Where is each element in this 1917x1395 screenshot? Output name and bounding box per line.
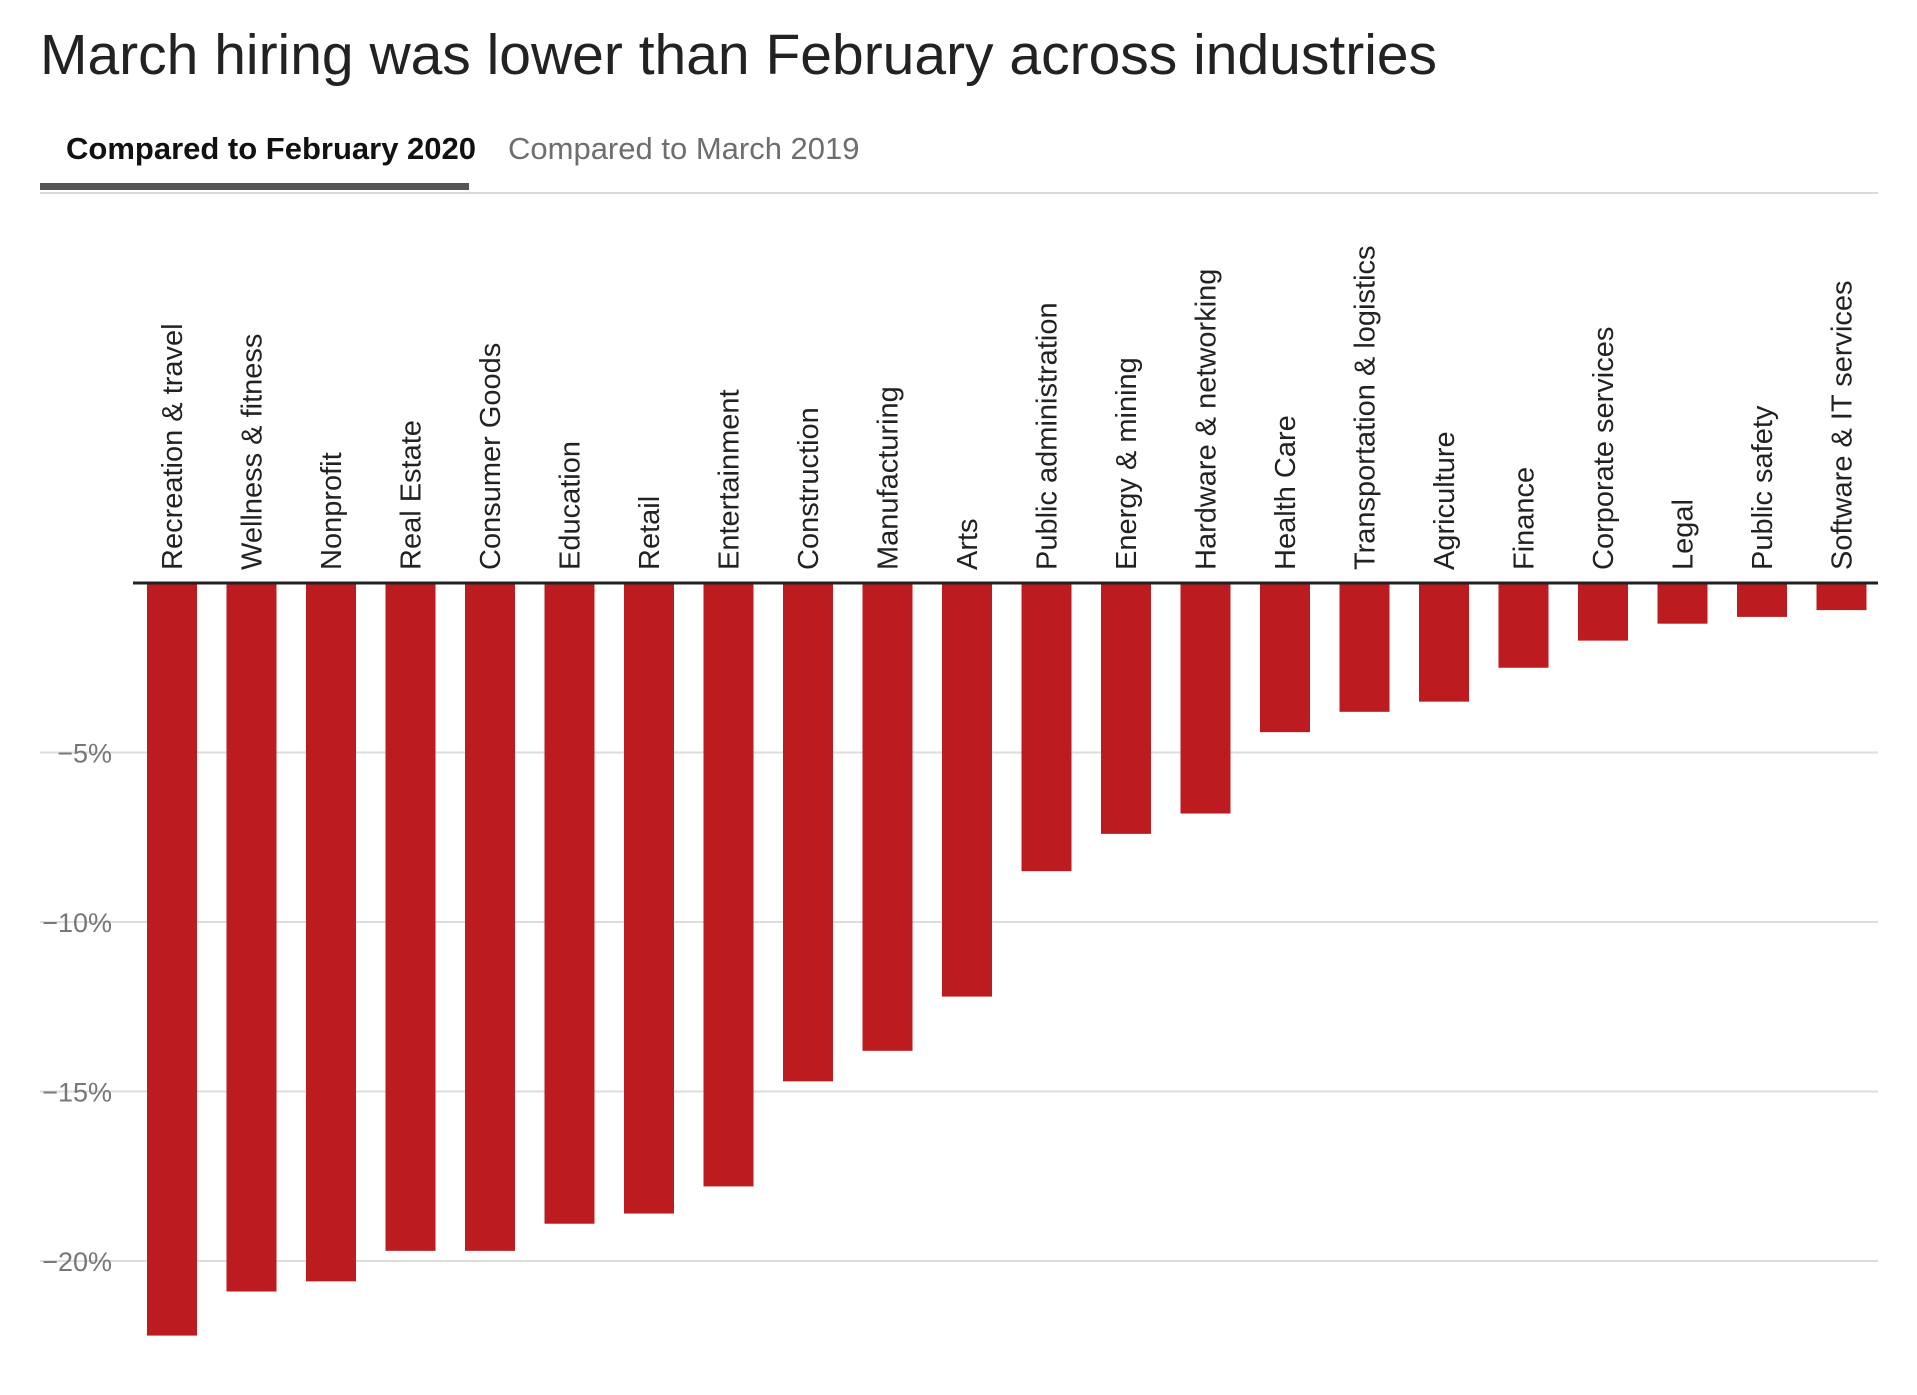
bar (226, 583, 277, 1292)
category-label: Corporate services (1588, 327, 1620, 570)
page-title: March hiring was lower than February acr… (40, 23, 1438, 87)
category-label: Finance (1509, 467, 1541, 570)
bar (862, 583, 913, 1051)
y-axis-ticks: −5% −10% −15% −20% (42, 739, 112, 1278)
bar (1021, 583, 1072, 872)
category-label: Public safety (1747, 405, 1779, 570)
category-label: Nonprofit (316, 452, 348, 570)
category-label: Wellness & fitness (237, 334, 269, 570)
tab-compared-to-march-2019[interactable]: Compared to March 2019 (508, 131, 860, 166)
category-label: Construction (793, 407, 825, 570)
category-label: Recreation & travel (157, 323, 189, 570)
bar (385, 583, 436, 1251)
bar (544, 583, 595, 1224)
category-label: Transportation & logistics (1350, 245, 1382, 570)
bar (1657, 583, 1708, 624)
category-label: Public administration (1032, 302, 1064, 570)
category-label: Consumer Goods (475, 343, 507, 570)
bar (1578, 583, 1628, 641)
category-label: Education (555, 441, 587, 570)
bar (1419, 583, 1469, 702)
y-tick-label: −10% (42, 908, 112, 938)
bar (1816, 583, 1867, 611)
category-label: Entertainment (714, 389, 746, 570)
category-labels: Recreation & travel Wellness & fitness Non… (157, 245, 1859, 570)
category-label: Manufacturing (873, 386, 905, 570)
bar (465, 583, 515, 1251)
bar-chart: Recreation & travel Wellness & fitness Non… (40, 245, 1878, 1336)
category-label: Hardware & networking (1191, 269, 1223, 570)
bar (1339, 583, 1390, 712)
category-label: Energy & mining (1111, 357, 1143, 570)
tab-bar: Compared to February 2020 Compared to Ma… (40, 120, 1878, 194)
bar (942, 583, 992, 997)
category-label: Health Care (1270, 415, 1302, 570)
bar (783, 583, 833, 1082)
category-label: Arts (952, 518, 984, 570)
tab-compared-to-february-2020[interactable]: Compared to February 2020 (40, 130, 476, 190)
category-label: Real Estate (396, 420, 428, 570)
category-label: Legal (1668, 499, 1700, 570)
bar (147, 583, 197, 1336)
bar (306, 583, 356, 1282)
category-label: Software & IT services (1827, 280, 1859, 570)
bar (624, 583, 674, 1214)
bar (1737, 583, 1787, 617)
y-tick-label: −20% (42, 1247, 112, 1277)
bars (147, 583, 1867, 1336)
bar (1101, 583, 1151, 834)
category-label: Retail (634, 496, 666, 570)
y-tick-label: −5% (57, 739, 112, 769)
bar (1180, 583, 1231, 814)
y-tick-label: −15% (42, 1078, 112, 1108)
category-label: Agriculture (1429, 431, 1461, 570)
bar (703, 583, 754, 1187)
bar (1260, 583, 1310, 733)
bar (1498, 583, 1549, 668)
